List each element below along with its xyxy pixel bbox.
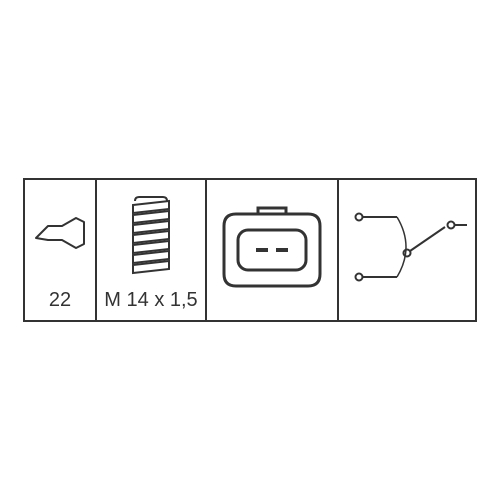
thread-icon (121, 195, 181, 279)
connector-icon-area (211, 188, 333, 312)
connector-icon (214, 200, 330, 300)
wrench-icon (32, 212, 88, 262)
wrench-icon-area (29, 188, 91, 285)
wrench-cell: 22 (25, 180, 97, 320)
thread-icon-area (101, 188, 201, 285)
spec-diagram: 22 M 14 x 1,5 (23, 178, 477, 322)
thread-cell: M 14 x 1,5 (97, 180, 207, 320)
wrench-size-label: 22 (49, 289, 71, 312)
circuit-icon (345, 195, 469, 305)
thread-spec-label: M 14 x 1,5 (104, 289, 197, 312)
circuit-icon-area (343, 188, 471, 312)
circuit-cell (339, 180, 475, 320)
connector-cell (207, 180, 339, 320)
